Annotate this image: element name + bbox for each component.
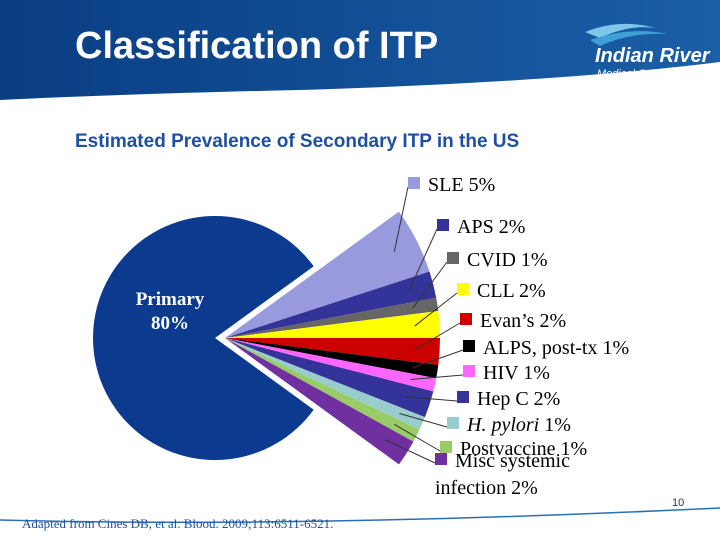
pie-slice (225, 338, 437, 392)
page-number: 10 (672, 497, 684, 509)
pie-slice (225, 338, 420, 442)
logo-wave (590, 31, 668, 46)
legend-swatch (435, 453, 447, 465)
slice-name: HIV (483, 362, 519, 384)
chart-title: Estimated Prevalence of Secondary ITP in… (75, 131, 519, 152)
slice-value: 2% (519, 280, 546, 302)
legend-swatch (408, 177, 420, 189)
pie-slice (225, 311, 440, 338)
legend-label: ALPS, post-tx 1% (463, 335, 629, 362)
pie-slice (92, 215, 314, 460)
legend-swatch (463, 365, 475, 377)
logo-subtitle: Medical Center (597, 68, 672, 80)
legend-swatch (457, 391, 469, 403)
pie-slice (225, 338, 434, 418)
source-note: Adapted from Cines DB, et al. Blood. 200… (22, 516, 333, 531)
slice-value: 1% (544, 414, 571, 436)
pie-slice (225, 338, 439, 379)
slice-name: Hep C (477, 388, 529, 410)
slice-value: 1% (520, 249, 548, 271)
legend-label: CLL 2% (457, 278, 546, 305)
slice-value: 1% (602, 337, 630, 359)
slice-value: 2% (498, 216, 526, 238)
legend-swatch (437, 219, 449, 231)
pie-slice (225, 211, 430, 338)
legend-label: HIV 1% (463, 360, 550, 387)
leader-line (414, 292, 458, 327)
legend-label: APS 2% (437, 214, 525, 241)
leader-line (414, 322, 461, 351)
legend-label: Misc systemic infection 2% (435, 448, 595, 502)
legend-swatch (457, 283, 469, 295)
pie-slice (225, 338, 414, 465)
slice-name: Primary (135, 289, 205, 310)
legend-swatch (463, 340, 475, 352)
leader-line (385, 439, 436, 464)
leader-line (408, 228, 438, 291)
legend-swatch (460, 313, 472, 325)
legend-label: CVID 1% (447, 247, 548, 274)
slice-value: 5% (468, 174, 496, 196)
leader-line (405, 396, 458, 402)
pie-slice (225, 338, 425, 430)
slice-name: Postvaccine (460, 438, 556, 460)
legend-swatch (440, 441, 452, 453)
slice-value: 1% (523, 362, 550, 384)
slide-title: Classification of ITP (75, 25, 438, 67)
leader-line (393, 186, 409, 252)
leader-line (399, 412, 448, 428)
slice-name: Evan’s (480, 310, 535, 332)
slice-name: CLL (477, 280, 515, 302)
pie-slice (225, 271, 437, 338)
legend-label: Hep C 2% (457, 386, 560, 413)
primary-label: Primary 80% (120, 288, 220, 336)
slice-name: ALPS, post-tx (483, 337, 598, 359)
logo-wave (585, 23, 655, 38)
footer-line (0, 507, 720, 524)
slice-value: 2% (511, 477, 538, 499)
legend-swatch (447, 417, 459, 429)
slice-name: Misc systemic infection (435, 450, 570, 499)
pie-slice (225, 338, 440, 365)
logo-name: Indian River (595, 45, 711, 67)
leader-line (412, 261, 448, 309)
leader-line (394, 423, 441, 452)
legend-swatch (447, 252, 459, 264)
legend-label: Evan’s 2% (460, 308, 566, 335)
slice-name: APS (457, 216, 494, 238)
legend-label: Postvaccine 1% (440, 436, 587, 463)
pie-slice (225, 297, 439, 338)
header-band (0, 0, 720, 100)
slice-value: 80% (151, 313, 189, 334)
leader-line (410, 374, 464, 380)
slice-name: CVID (467, 249, 516, 271)
legend-label: SLE 5% (408, 172, 495, 199)
legend-label: H. pylori 1% (447, 412, 571, 439)
slice-value: 1% (560, 438, 588, 460)
slice-value: 2% (533, 388, 561, 410)
slice-name: SLE (428, 174, 464, 196)
slice-name: H. pylori (467, 414, 540, 436)
leader-line (412, 349, 464, 369)
slice-value: 2% (539, 310, 567, 332)
